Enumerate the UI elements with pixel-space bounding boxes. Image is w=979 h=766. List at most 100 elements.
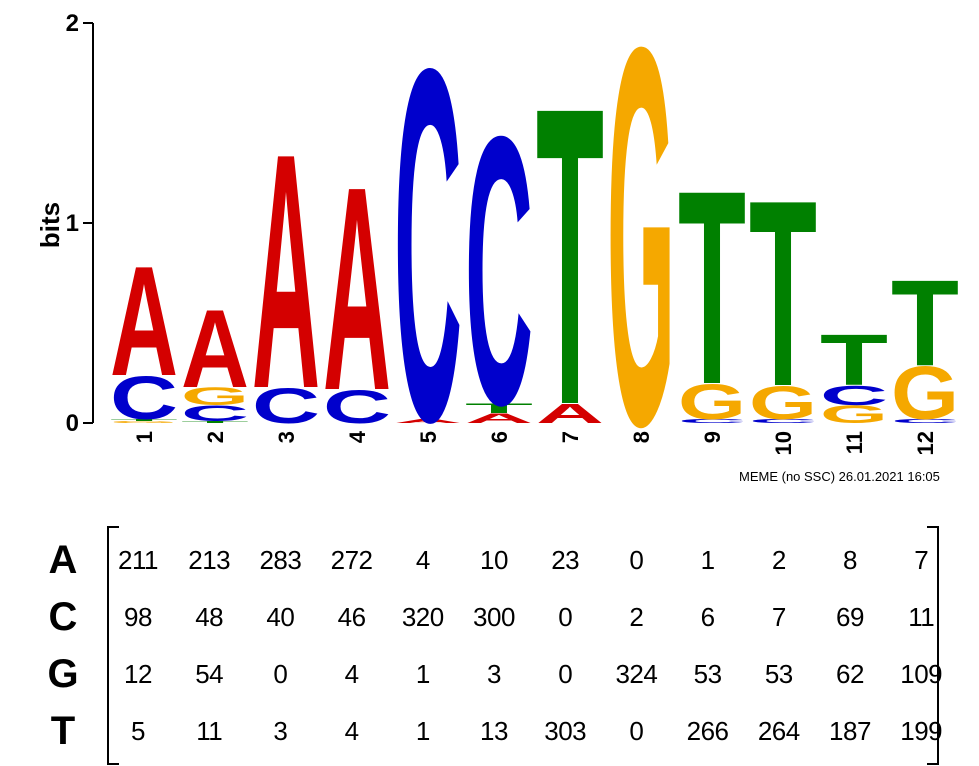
matrix-cell: 2 [771, 545, 786, 575]
x-tick-label: 4 [345, 430, 370, 443]
logo-letter-g: G [820, 400, 888, 428]
matrix-cell: 300 [473, 602, 515, 632]
logo-letter-c: C [749, 418, 817, 424]
x-tick-label: 1 [132, 431, 157, 443]
logo-letter-a: A [323, 127, 391, 451]
logo-letter-a: A [536, 398, 604, 429]
x-tick-label: 5 [416, 431, 441, 443]
logo-letter-c: C [465, 58, 533, 485]
logo-letter-a: A [252, 85, 320, 459]
matrix-cell: 11 [908, 602, 935, 632]
logo-letter-a: A [465, 411, 533, 427]
matrix-cell: 3 [487, 659, 501, 689]
matrix-row-label: T [50, 709, 76, 753]
y-tick-label: 1 [66, 210, 79, 237]
matrix-cell: 6 [700, 602, 715, 632]
matrix-cell: 187 [829, 716, 871, 746]
logo-letter-t: T [536, 19, 604, 494]
matrix-row-label: A [48, 538, 78, 582]
logo-letter-t: T [678, 132, 746, 442]
logo-letter-a: A [181, 285, 249, 410]
logo-letter-t: T [820, 319, 888, 400]
matrix-cell: 1 [700, 545, 715, 575]
matrix-cell: 283 [259, 545, 302, 575]
matrix-cell: 4 [415, 545, 430, 575]
matrix-cell: 266 [686, 716, 729, 746]
logo-letter-t: T [110, 418, 178, 421]
matrix-cell: 272 [330, 545, 373, 575]
matrix-cell: 213 [188, 545, 231, 575]
matrix-cell: 0 [558, 659, 573, 689]
x-tick-label: 6 [487, 431, 512, 443]
count-matrix: A 211 213 283 272 4 10 23 0 1 2 8 7 C 98 48 40 46 320 300 0 2… [0, 520, 979, 766]
logo-letter-c: C [820, 380, 888, 411]
matrix-cell: 12 [124, 659, 152, 689]
x-tick-label: 10 [771, 431, 796, 455]
x-tick-label: 8 [629, 431, 654, 443]
x-tick-label: 9 [700, 431, 725, 443]
x-tick-label: 2 [203, 431, 228, 443]
logo-letter-c: C [252, 378, 320, 434]
matrix-cell: 4 [344, 716, 359, 746]
x-tick-label: 7 [558, 431, 583, 443]
y-tick-label: 2 [66, 10, 79, 37]
matrix-cell: 0 [558, 602, 573, 632]
logo-letter-c: C [394, 0, 462, 500]
y-ticks: 0 1 2 [66, 10, 93, 437]
matrix-cell: 54 [195, 659, 224, 689]
logo-letter-g: G [110, 421, 178, 424]
matrix-row-label: G [47, 652, 79, 696]
matrix-cell: 2 [629, 602, 644, 632]
logo-letter-a: A [394, 418, 462, 424]
matrix-cell: 46 [337, 602, 366, 632]
matrix-cell: 211 [118, 545, 158, 575]
logo-letter-a: A [110, 234, 178, 408]
logo-letter-t: T [465, 400, 533, 416]
matrix-cell: 98 [124, 602, 152, 632]
matrix-cell: 10 [480, 545, 508, 575]
matrix-cell: 199 [900, 716, 943, 746]
matrix-cell: 0 [273, 659, 288, 689]
matrix-cell: 11 [196, 716, 223, 746]
logo-letter-c: C [678, 418, 746, 424]
matrix-left-bracket [107, 526, 119, 765]
matrix-cell: 23 [551, 545, 580, 575]
logo-letter-t: T [749, 146, 817, 442]
logo-letter-c: C [323, 380, 391, 433]
matrix-cell: 5 [131, 716, 145, 746]
matrix-cell: 3 [273, 716, 288, 746]
matrix-row-label: C [48, 595, 78, 639]
x-tick-label: 3 [274, 431, 299, 443]
x-tick-label: 12 [913, 431, 938, 455]
matrix-cell: 109 [900, 659, 943, 689]
logo-letter-t: T [181, 420, 249, 423]
y-tick-label: 0 [66, 410, 79, 437]
logo-letter-g: G [181, 382, 249, 410]
matrix-cell: 1 [415, 716, 430, 746]
matrix-right-bracket [927, 526, 939, 765]
matrix-cell: 320 [401, 602, 444, 632]
logo-letter-c: C [110, 363, 178, 432]
matrix-cell: 0 [629, 545, 644, 575]
matrix-cell: 324 [615, 659, 658, 689]
logo-letter-g: G [678, 374, 746, 430]
matrix-cell: 53 [764, 659, 793, 689]
matrix-cell: 4 [344, 659, 359, 689]
matrix-cell: 1 [415, 659, 430, 689]
matrix-cell: 40 [266, 602, 295, 632]
logo-letter-c: C [891, 418, 959, 424]
matrix-cell: 62 [836, 659, 864, 689]
matrix-cell: 264 [757, 716, 800, 746]
meme-footer: MEME (no SSC) 26.01.2021 16:05 [739, 469, 940, 484]
logo-letter-c: C [181, 401, 249, 426]
matrix-cell: 7 [914, 545, 929, 575]
x-tick-label: 11 [842, 431, 867, 454]
logo-letter-g: G [607, 0, 675, 500]
logo-letter-g: G [749, 376, 817, 429]
matrix-cell: 53 [693, 659, 722, 689]
matrix-cell: 69 [836, 602, 864, 632]
matrix-cell: 0 [629, 716, 644, 746]
matrix-cell: 48 [195, 602, 224, 632]
matrix-cell: 303 [544, 716, 587, 746]
